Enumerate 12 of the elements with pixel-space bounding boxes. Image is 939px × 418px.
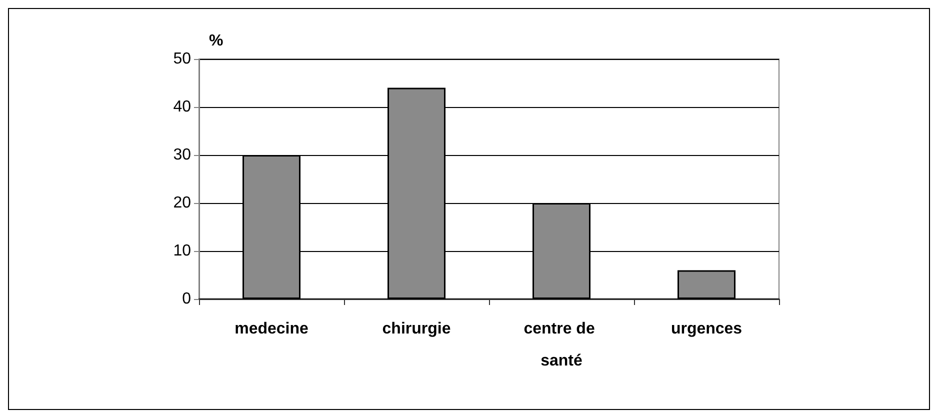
x-tick-label: medecine (234, 320, 309, 338)
x-tick-label: chirurgie (382, 320, 451, 338)
x-tick-label: centre de santé (524, 320, 600, 370)
y-tick-label: 0 (182, 290, 192, 308)
x-tick-label: urgences (670, 320, 742, 338)
bar (678, 270, 736, 299)
y-tick-label: 30 (173, 146, 192, 164)
y-tick-label: 50 (173, 50, 192, 68)
y-tick-label: 10 (173, 242, 192, 260)
y-tick-label: 40 (173, 98, 192, 116)
y-axis-title: % (209, 32, 224, 50)
y-tick-label: 20 (173, 194, 192, 212)
